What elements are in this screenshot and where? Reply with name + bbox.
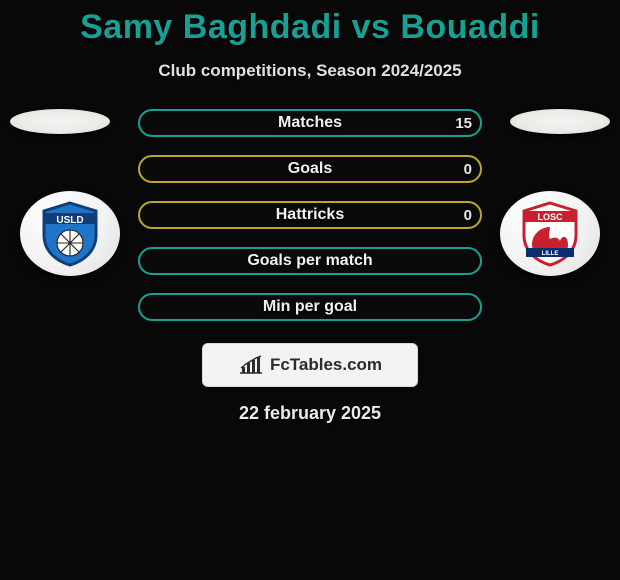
branding-badge: FcTables.com bbox=[202, 343, 418, 387]
svg-text:LILLE: LILLE bbox=[542, 251, 559, 257]
stat-bar-hattricks: Hattricks 0 bbox=[138, 201, 482, 229]
date-text: 22 february 2025 bbox=[0, 403, 620, 424]
team-logo-right-text: LOSC bbox=[537, 212, 563, 222]
stat-right-value: 0 bbox=[464, 161, 472, 178]
stat-label: Matches bbox=[278, 114, 342, 132]
stat-bar-matches: Matches 15 bbox=[138, 109, 482, 137]
stat-bars: Matches 15 Goals 0 Hattricks 0 Goals per… bbox=[138, 109, 482, 321]
stat-label: Min per goal bbox=[263, 298, 357, 316]
stat-bar-goals: Goals 0 bbox=[138, 155, 482, 183]
bar-chart-icon bbox=[238, 355, 264, 375]
stat-bar-min-per-goal: Min per goal bbox=[138, 293, 482, 321]
stat-bar-goals-per-match: Goals per match bbox=[138, 247, 482, 275]
stat-right-value: 15 bbox=[455, 115, 472, 132]
stat-label: Goals per match bbox=[247, 252, 372, 270]
branding-text: FcTables.com bbox=[270, 355, 382, 375]
shield-icon: USLD bbox=[40, 201, 100, 267]
stat-right-value: 0 bbox=[464, 207, 472, 224]
page-title: Samy Baghdadi vs Bouaddi bbox=[0, 0, 620, 47]
player-silhouette-left bbox=[10, 109, 110, 134]
stat-label: Hattricks bbox=[276, 206, 344, 224]
subtitle: Club competitions, Season 2024/2025 bbox=[0, 61, 620, 81]
team-logo-right: LOSC LILLE bbox=[500, 191, 600, 276]
shield-icon: LOSC LILLE bbox=[520, 201, 580, 267]
player-silhouette-right bbox=[510, 109, 610, 134]
comparison-stage: USLD LOSC LILLE Matches 15 Goals 0 bbox=[0, 109, 620, 424]
team-logo-left: USLD bbox=[20, 191, 120, 276]
team-logo-left-text: USLD bbox=[56, 215, 83, 226]
stat-label: Goals bbox=[288, 160, 332, 178]
